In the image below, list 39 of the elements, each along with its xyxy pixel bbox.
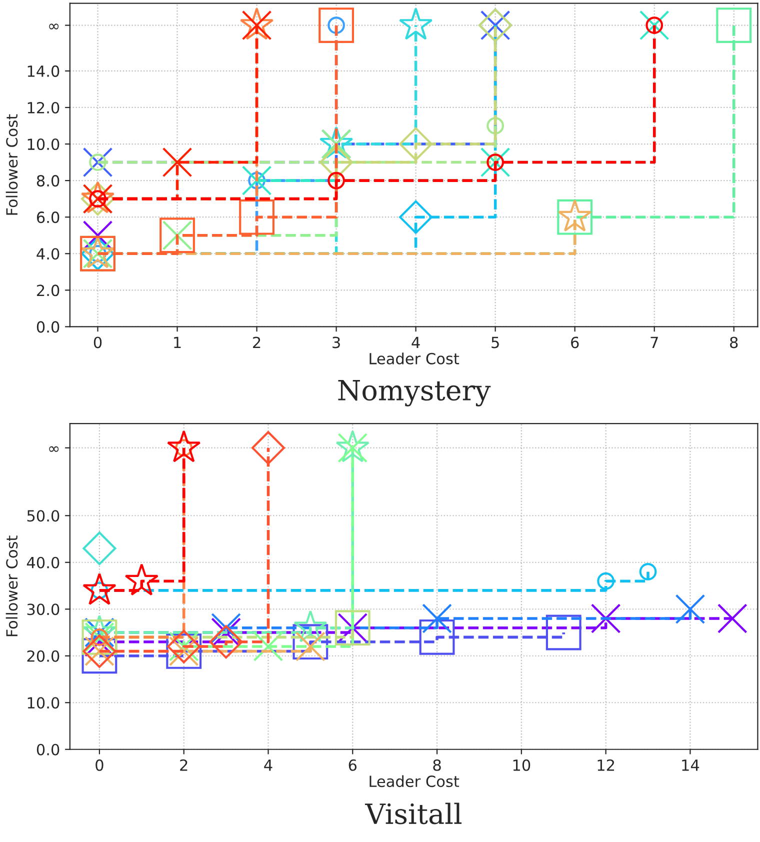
x-tick-label: 2 <box>253 336 260 348</box>
x-tick-label: 2 <box>180 759 188 771</box>
x-tick-label: 6 <box>571 336 579 348</box>
x-tick-label: 6 <box>348 759 357 771</box>
x-axis-title: Leader Cost <box>370 775 460 788</box>
y-tick-label: 12.0 <box>28 102 60 114</box>
y-tick-label: 0.0 <box>36 321 60 333</box>
y-tick-label: 10.0 <box>28 138 60 150</box>
y-tick-label: 0.0 <box>36 744 60 756</box>
y-tick-label: 30.0 <box>27 604 60 616</box>
y-tick-label: 8.0 <box>36 175 60 187</box>
y-tick-label: ∞ <box>49 24 59 30</box>
x-tick-label: 8 <box>730 336 738 348</box>
y-axis-title: Follower Cost <box>6 114 18 215</box>
x-tick-label: 5 <box>492 336 499 348</box>
x-tick-label: 10 <box>513 759 530 771</box>
x-tick-label: 1 <box>174 336 181 348</box>
text: Nomystery <box>338 380 491 406</box>
y-axis-title: Follower Cost <box>6 536 18 636</box>
y-tick-label: ∞ <box>49 446 59 452</box>
x-tick-label: 8 <box>433 759 441 771</box>
text: Visitall <box>365 802 462 824</box>
x-tick-label: 7 <box>650 336 658 348</box>
y-tick-label: 4.0 <box>36 248 60 260</box>
x-tick-label: 4 <box>264 760 272 771</box>
y-tick-label: 14.0 <box>28 65 60 77</box>
y-tick-label: 2.0 <box>37 284 60 296</box>
x-tick-label: 0 <box>96 759 104 771</box>
x-tick-label: 0 <box>94 336 102 348</box>
y-tick-label: 20.0 <box>27 650 60 662</box>
x-tick-label: 3 <box>332 336 340 348</box>
y-tick-label: 10.0 <box>28 697 60 709</box>
y-tick-label: 50.0 <box>27 510 60 522</box>
x-tick-label: 14 <box>682 760 700 771</box>
x-axis-title: Leader Cost <box>370 352 460 364</box>
y-tick-label: 6.0 <box>36 212 60 224</box>
x-tick-label: 4 <box>412 336 420 348</box>
y-tick-label: 40.0 <box>26 556 60 568</box>
x-tick-label: 12 <box>598 759 614 771</box>
